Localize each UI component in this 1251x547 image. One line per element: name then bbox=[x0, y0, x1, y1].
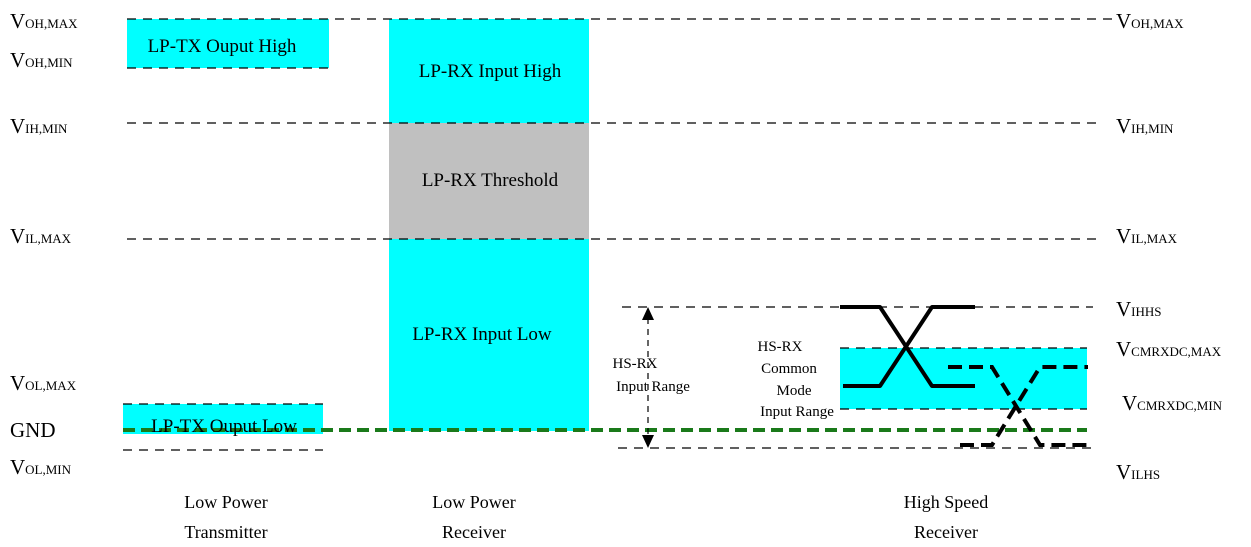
hs-rx-input-range-line2: Input Range bbox=[616, 379, 690, 395]
vih-min-label-right: VIH,MIN bbox=[1116, 114, 1174, 138]
col-high-speed-rx-line2: Receiver bbox=[914, 522, 978, 542]
voh-min-label-left: VOH,MIN bbox=[10, 48, 73, 72]
col-high-speed-rx-line1: High Speed bbox=[904, 492, 989, 512]
gnd-label: GND bbox=[10, 418, 56, 442]
hs-rx-common-mode-region bbox=[840, 348, 1087, 409]
lp-rx-low-region bbox=[389, 239, 589, 431]
vih-min-label-left: VIH,MIN bbox=[10, 114, 68, 138]
col-low-power-tx-line2: Transmitter bbox=[184, 522, 267, 542]
vol-max-label-left: VOL,MAX bbox=[10, 371, 77, 395]
vihhs-label: VIHHS bbox=[1116, 297, 1162, 321]
voh-max-label-left: VOH,MAX bbox=[10, 9, 78, 33]
vol-min-label-left: VOL,MIN bbox=[10, 455, 72, 479]
vcmrxdc-min-label: VCMRXDC,MIN bbox=[1122, 391, 1223, 415]
lp-rx-low-text: LP-RX Input Low bbox=[412, 324, 552, 345]
hs-signal-dashed bbox=[948, 365, 1088, 447]
col-low-power-rx-line1: Low Power bbox=[432, 492, 516, 512]
lp-tx-low-text: LP-TX Ouput Low bbox=[151, 416, 297, 437]
hs-rx-input-range-line1: HS-RX bbox=[612, 356, 657, 372]
hs-rx-common-mode-line3: Mode bbox=[777, 383, 812, 399]
lp-rx-high-text: LP-RX Input High bbox=[419, 61, 562, 82]
voh-max-label-right: VOH,MAX bbox=[1116, 9, 1184, 33]
vilhs-label: VILHS bbox=[1116, 460, 1160, 484]
lp-rx-threshold-text: LP-RX Threshold bbox=[422, 170, 559, 191]
vil-max-label-left: VIL,MAX bbox=[10, 224, 72, 248]
lp-tx-high-region bbox=[127, 19, 329, 68]
hs-rx-input-range-arrow bbox=[642, 307, 654, 448]
hs-rx-common-mode-line1: HS-RX bbox=[757, 339, 802, 355]
hs-rx-common-mode-line2: Common bbox=[761, 361, 817, 377]
lp-rx-high-region bbox=[389, 19, 589, 123]
col-low-power-tx-line1: Low Power bbox=[184, 492, 268, 512]
vil-max-label-right: VIL,MAX bbox=[1116, 224, 1178, 248]
col-low-power-rx-line2: Receiver bbox=[442, 522, 506, 542]
lp-rx-threshold-region bbox=[389, 123, 589, 239]
hs-rx-common-mode-line4: Input Range bbox=[760, 404, 834, 420]
hs-signal-solid bbox=[840, 305, 975, 388]
lp-tx-high-text: LP-TX Ouput High bbox=[148, 36, 297, 57]
vcmrxdc-max-label: VCMRXDC,MAX bbox=[1116, 337, 1222, 361]
